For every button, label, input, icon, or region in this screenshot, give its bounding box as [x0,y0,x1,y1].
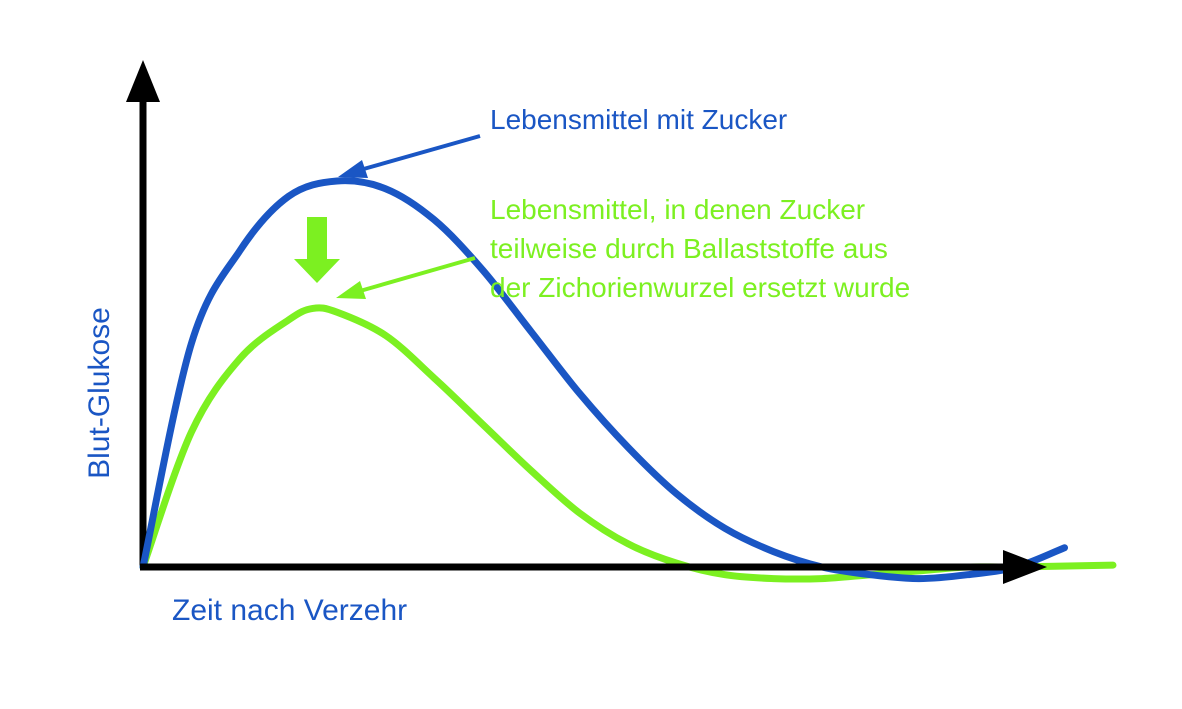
green-pointer-line [359,256,476,293]
blue-pointer-head [338,160,368,178]
series-line-fiber [139,304,1117,583]
green-label-line-2: teilweise durch Ballaststoffe aus [490,233,888,264]
down-arrow-icon [294,217,340,283]
x-axis-layer [140,550,1047,584]
green-series-label: Lebensmittel, in denen Zucker teilweise … [490,190,910,307]
series-layer [139,177,1117,583]
green-label-line-1: Lebensmittel, in denen Zucker [490,194,866,225]
green-pointer-head [336,281,366,299]
x-axis-arrowhead [1003,550,1047,584]
axes [126,60,160,567]
blue-series-label: Lebensmittel mit Zucker [490,104,788,135]
series-line-sugar [139,177,1068,583]
x-axis-label: Zeit nach Verzehr [172,594,408,627]
annotation-arrows [294,134,481,299]
y-axis-arrowhead [126,60,160,102]
blue-pointer-line [359,134,481,172]
green-label-line-3: der Zichorienwurzel ersetzt wurde [490,272,911,303]
y-axis-label: Blut-Glukose [83,307,116,479]
